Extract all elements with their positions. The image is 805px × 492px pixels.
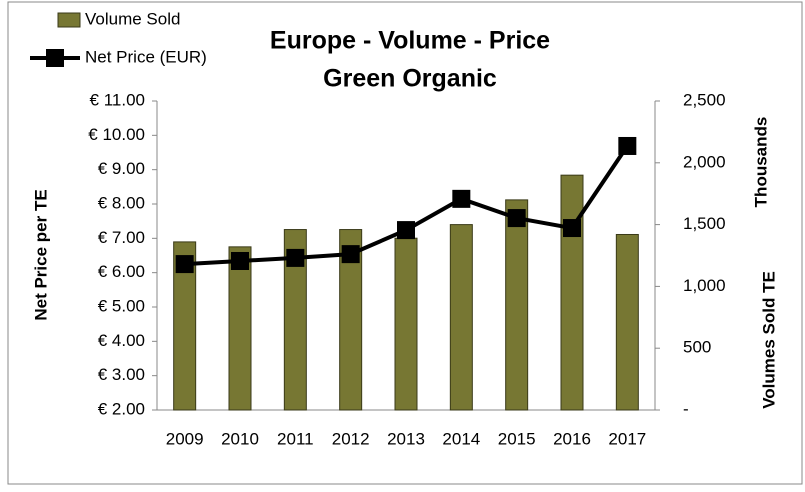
- line-marker: [286, 248, 305, 267]
- y-tick-label: € 5.00: [98, 296, 145, 315]
- y-tick-label: € 8.00: [98, 193, 145, 212]
- line-marker: [507, 209, 526, 228]
- chart-subtitle: Green Organic: [323, 65, 497, 93]
- bar: [449, 224, 473, 411]
- x-tick-label: 2010: [221, 429, 259, 448]
- y-tick-label: € 9.00: [98, 159, 145, 178]
- x-tick-label: 2016: [553, 429, 591, 448]
- bar: [505, 199, 529, 411]
- y2-tick-label: 1,500: [683, 214, 726, 233]
- y2-tick-label: 2,500: [683, 90, 726, 109]
- line-marker: [231, 251, 249, 270]
- x-tick-label: 2012: [332, 429, 370, 448]
- y-axis-title: Net Price per TE: [31, 189, 50, 320]
- x-tick-label: 2011: [277, 429, 314, 448]
- y2-tick-label: 500: [683, 338, 711, 357]
- y-tick-label: € 7.00: [98, 228, 145, 247]
- line-marker: [452, 189, 471, 208]
- y-tick-label: € 6.00: [98, 262, 145, 281]
- y-tick-label: € 4.00: [98, 331, 145, 350]
- line-marker: [563, 219, 581, 238]
- y2-axis-title: Volumes Sold TE: [759, 271, 778, 409]
- x-tick-label: 2009: [166, 429, 204, 448]
- line-marker: [175, 255, 194, 274]
- y-tick-label: € 11.00: [90, 90, 145, 109]
- bar: [394, 237, 418, 411]
- legend-label: Volume Sold: [85, 9, 180, 28]
- bar: [560, 174, 584, 411]
- bar: [615, 233, 639, 411]
- y2-unit-label: Thousands: [751, 117, 770, 208]
- y2-tick-label: -: [683, 399, 689, 418]
- bar: [339, 229, 363, 411]
- legend-label: Net Price (EUR): [85, 47, 207, 66]
- line-marker: [618, 136, 637, 155]
- line-marker: [341, 245, 360, 264]
- legend-swatch: [57, 12, 81, 28]
- bar: [228, 246, 252, 411]
- legend-swatch: [46, 49, 64, 67]
- y2-tick-label: 1,000: [683, 276, 726, 295]
- x-tick-label: 2014: [442, 429, 480, 448]
- chart-title: Europe - Volume - Price: [270, 27, 550, 55]
- x-tick-label: 2013: [387, 429, 425, 448]
- y-tick-label: € 2.00: [98, 399, 145, 418]
- y-tick-label: € 3.00: [98, 365, 145, 384]
- x-tick-label: 2015: [498, 429, 536, 448]
- y2-tick-label: 2,000: [683, 152, 726, 171]
- x-tick-label: 2017: [608, 429, 646, 448]
- bar: [283, 229, 307, 411]
- y-tick-label: € 10.00: [88, 125, 145, 144]
- bar: [173, 241, 197, 411]
- line-marker: [397, 221, 415, 240]
